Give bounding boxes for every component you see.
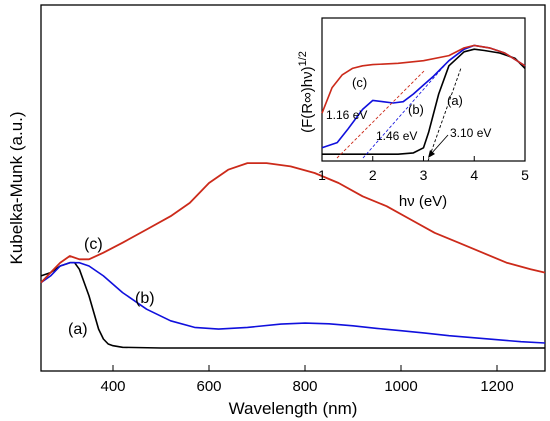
main-series-label-b: (b) (135, 290, 155, 307)
inset-y-axis-label: (F(R∞)hν)1/2 (297, 51, 316, 133)
inset-x-tick-label: 1 (318, 167, 326, 183)
inset-x-tick-label: 2 (369, 167, 377, 183)
tangent-line-a (427, 67, 462, 162)
main-series-label-c: (c) (84, 236, 103, 253)
annotation-arrowhead (428, 150, 435, 158)
main-x-tick-label: 400 (100, 378, 125, 395)
annotation-1-16-ev: 1.16 eV (326, 108, 367, 122)
inset-series-group (321, 44, 526, 155)
inset-series-label-c: (c) (352, 75, 367, 90)
main-y-axis-label: Kubelka-Munk (a.u.) (7, 111, 26, 264)
inset-series-label-a: (a) (447, 93, 463, 108)
inset-x-ticks: 1 2 3 4 5 (318, 156, 529, 183)
main-x-tick-label: 1200 (480, 378, 513, 395)
main-series-a-line (40, 261, 545, 349)
main-series-group (40, 162, 546, 349)
tangent-line-b (362, 64, 446, 159)
inset-x-axis-label: hν (eV) (399, 193, 447, 210)
inset-x-tick-label: 4 (470, 167, 478, 183)
inset-x-tick-label: 3 (420, 167, 428, 183)
tangent-line-c (336, 69, 426, 159)
inset-x-tick-label: 5 (521, 167, 529, 183)
annotation-3-10-ev: 3.10 eV (450, 126, 491, 140)
main-x-ticks: 400 600 800 1000 1200 (100, 365, 514, 395)
annotation-arrow-3-10-ev (430, 134, 449, 155)
main-plot-frame (40, 4, 546, 372)
main-x-tick-label: 800 (292, 378, 317, 395)
inset-series-c-line (321, 44, 526, 114)
main-x-axis-label: Wavelength (nm) (229, 399, 358, 418)
main-x-tick-label: 1000 (384, 378, 417, 395)
annotation-1-46-ev: 1.46 eV (376, 129, 417, 143)
main-series-b-line (40, 261, 546, 344)
main-series-label-a: (a) (68, 321, 88, 338)
inset-series-a-line (322, 48, 526, 155)
main-x-tick-label: 600 (196, 378, 221, 395)
main-series-c-line (40, 162, 546, 284)
inset-series-label-b: (b) (408, 102, 424, 117)
